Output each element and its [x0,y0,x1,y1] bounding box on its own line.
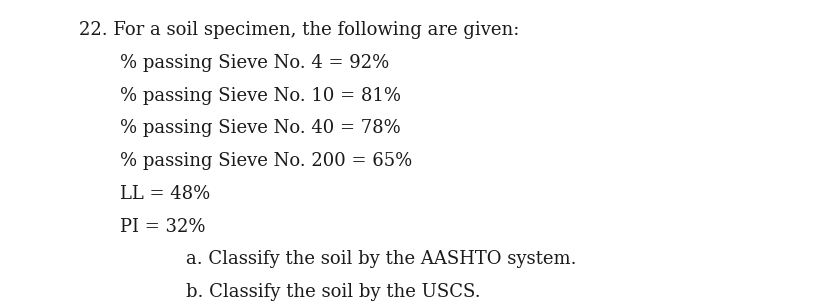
Text: % passing Sieve No. 10 = 81%: % passing Sieve No. 10 = 81% [120,87,400,105]
Text: b. Classify the soil by the USCS.: b. Classify the soil by the USCS. [186,283,480,301]
Text: LL = 48%: LL = 48% [120,185,210,203]
Text: % passing Sieve No. 200 = 65%: % passing Sieve No. 200 = 65% [120,152,412,170]
Text: % passing Sieve No. 4 = 92%: % passing Sieve No. 4 = 92% [120,54,389,72]
Text: PI = 32%: PI = 32% [120,218,205,235]
Text: 22. For a soil specimen, the following are given:: 22. For a soil specimen, the following a… [79,21,519,39]
Text: % passing Sieve No. 40 = 78%: % passing Sieve No. 40 = 78% [120,119,400,137]
Text: a. Classify the soil by the AASHTO system.: a. Classify the soil by the AASHTO syste… [186,250,576,268]
